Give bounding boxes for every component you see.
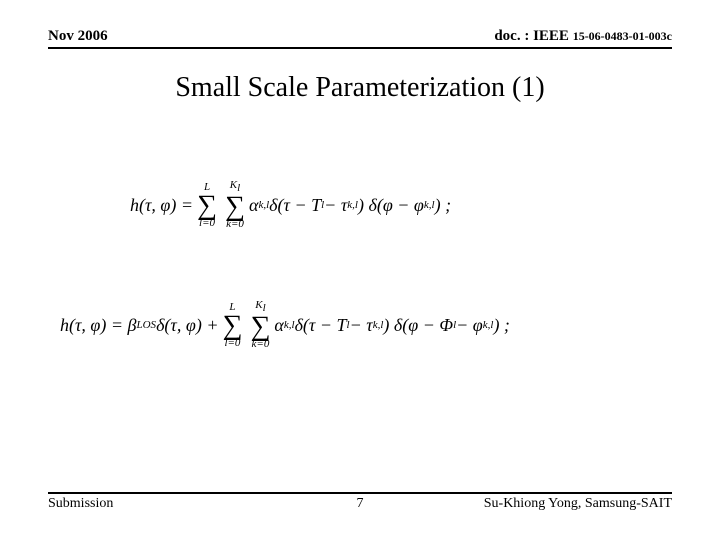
- sigma-icon: ∑: [197, 193, 217, 218]
- footer-page-number: 7: [357, 496, 364, 512]
- f2-sum2-lower: k=0: [252, 339, 270, 350]
- page-title: Small Scale Parameterization (1): [0, 72, 720, 104]
- f2-alpha: α: [274, 315, 283, 336]
- sigma-icon: ∑: [222, 313, 242, 338]
- f1-phi-sub: k,l: [424, 199, 435, 211]
- f1-sum2-lower: k=0: [226, 219, 244, 230]
- formula-2: h(τ, φ) = βLOS δ(τ, φ) + L ∑ l=0 Kl ∑ k=…: [60, 300, 672, 350]
- f2-minus2: − φ: [456, 315, 483, 336]
- doc-prefix: doc. : IEEE: [494, 28, 572, 44]
- f1-d1-s2: k,l: [347, 199, 358, 211]
- sigma-icon: ∑: [225, 194, 245, 219]
- header-bar: Nov 2006 doc. : IEEE 15-06-0483-01-003c: [48, 28, 672, 49]
- f1-sum1: L ∑ l=0: [197, 182, 217, 229]
- f2-los-sub: LOS: [137, 319, 157, 331]
- doc-number: 15-06-0483-01-003c: [573, 29, 672, 43]
- f2-p1: ) δ(φ − Φ: [383, 315, 453, 336]
- footer-left: Submission: [48, 496, 113, 512]
- header-doc: doc. : IEEE 15-06-0483-01-003c: [494, 28, 672, 45]
- f2-minus: − τ: [350, 315, 373, 336]
- f1-minus: − τ: [324, 195, 347, 216]
- f1-sum1-lower: l=0: [199, 218, 215, 229]
- header-date: Nov 2006: [48, 28, 108, 45]
- f1-alpha-sub: k,l: [258, 199, 269, 211]
- f1-lhs: h(τ, φ) =: [130, 195, 193, 216]
- sigma-icon: ∑: [250, 314, 270, 339]
- f2-alpha-sub: k,l: [284, 319, 295, 331]
- f1-end: ) ;: [435, 195, 452, 216]
- f2-sum1: L ∑ l=0: [222, 302, 242, 349]
- footer-bar: Submission 7 Su-Khiong Yong, Samsung-SAI…: [48, 492, 672, 512]
- f1-sum2: Kl ∑ k=0: [225, 180, 245, 230]
- f2-dlos: δ(τ, φ) +: [156, 315, 218, 336]
- f2-d1-s2: k,l: [373, 319, 384, 331]
- footer-right: Su-Khiong Yong, Samsung-SAIT: [484, 496, 672, 512]
- formula-1: h(τ, φ) = L ∑ l=0 Kl ∑ k=0 αk,l δ(τ − Tl…: [130, 180, 600, 230]
- f2-d1: δ(τ − T: [295, 315, 347, 336]
- f2-end: ) ;: [493, 315, 510, 336]
- f1-d1: δ(τ − T: [269, 195, 321, 216]
- f2-lhs: h(τ, φ) = β: [60, 315, 137, 336]
- f2-sum2: Kl ∑ k=0: [250, 300, 270, 350]
- f1-alpha: α: [249, 195, 258, 216]
- f2-sum1-lower: l=0: [224, 338, 240, 349]
- f1-p1: ) δ(φ − φ: [358, 195, 424, 216]
- f2-phi-sub: k,l: [483, 319, 494, 331]
